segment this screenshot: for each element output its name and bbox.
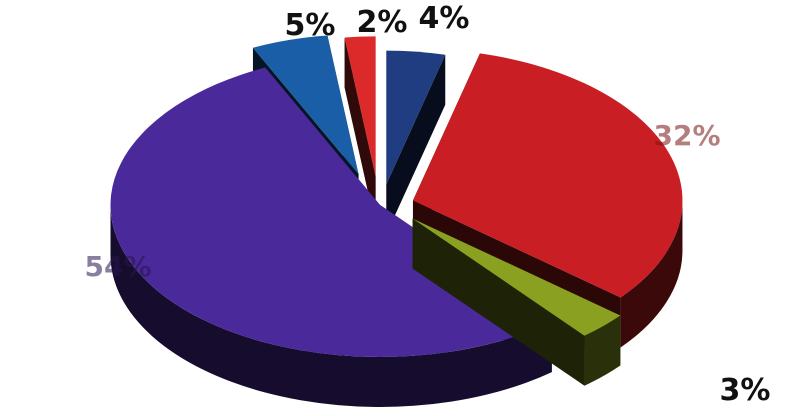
slice-wall [386, 54, 446, 235]
slice-label-3-percent: 3% [720, 373, 771, 408]
slice-top [252, 35, 359, 175]
slice-label-4-percent: 4% [419, 1, 470, 36]
slice-label-54-percent: 54% [84, 250, 151, 283]
pie-slice-2-percent [344, 36, 376, 227]
slice-top [344, 36, 376, 177]
slice-side [620, 200, 683, 348]
slice-top [412, 218, 621, 336]
pie-slice-3-percent [412, 218, 621, 386]
pie-slice-4-percent [386, 50, 446, 235]
slice-label-32-percent: 32% [653, 119, 720, 152]
slice-label-2-percent: 2% [357, 5, 408, 40]
slice-top [412, 53, 683, 298]
slice-wall [412, 218, 585, 386]
slice-label-5-percent: 5% [285, 8, 336, 43]
slice-top [386, 50, 446, 185]
slice-side [584, 315, 621, 386]
slice-side [110, 205, 552, 407]
slice-wall [344, 37, 376, 227]
